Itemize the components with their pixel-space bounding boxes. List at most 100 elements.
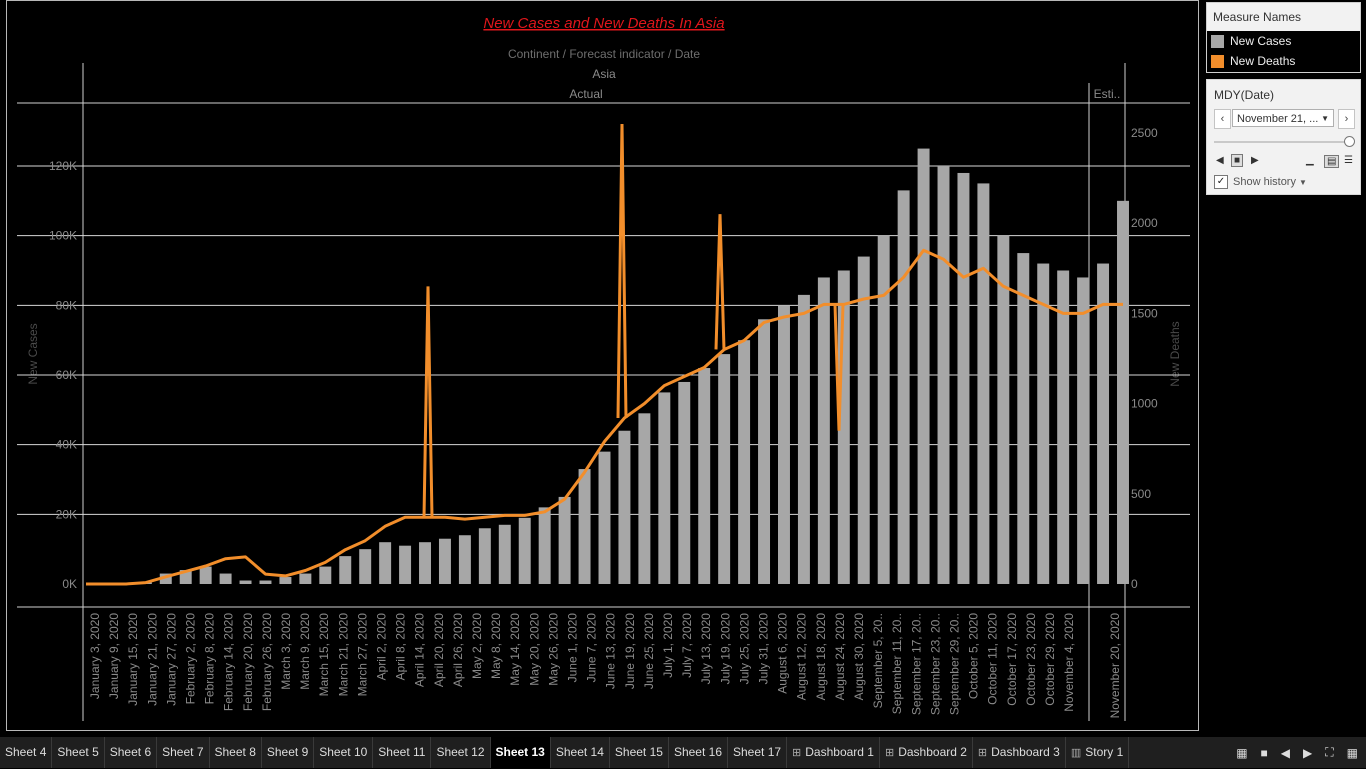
show-tabs-icon[interactable]: ■ xyxy=(1260,745,1268,760)
tab-sheet-15[interactable]: Sheet 15 xyxy=(610,737,669,768)
fullscreen-icon[interactable]: ⛶ xyxy=(1325,745,1334,759)
step-back-icon[interactable]: ◀ xyxy=(1216,155,1224,166)
new-cases-bar xyxy=(678,381,691,584)
tab-sheet-9[interactable]: Sheet 9 xyxy=(262,737,315,768)
new-cases-bar xyxy=(618,430,631,584)
scroll-right-icon[interactable]: ▶ xyxy=(1303,745,1313,760)
new-cases-bar xyxy=(179,570,192,584)
tab-sheet-6[interactable]: Sheet 6 xyxy=(105,737,158,768)
play-icon[interactable]: ▶ xyxy=(1251,155,1259,166)
dashboard-icon: ⊞ xyxy=(977,747,988,759)
new-deaths-spike xyxy=(833,304,845,431)
x-axis-tick-label: July 13, 2020 xyxy=(699,613,713,685)
tab-sheet-12[interactable]: Sheet 12 xyxy=(431,737,491,768)
new-cases-bar xyxy=(239,580,252,584)
new-cases-bar xyxy=(319,566,332,584)
right-axis-title[interactable]: New Deaths xyxy=(1168,321,1182,386)
date-slider-knob[interactable] xyxy=(1344,136,1355,147)
new-cases-bar xyxy=(857,256,870,584)
right-axis-tick: 2500 xyxy=(1131,126,1158,140)
right-axis-ticks: 0 500 1000 1500 2000 2500 xyxy=(1131,126,1158,591)
checkbox-checked-icon[interactable]: ✓ xyxy=(1214,175,1228,189)
fast-speed-icon[interactable]: ☰ xyxy=(1344,155,1353,166)
legend-item-new-deaths[interactable]: New Deaths xyxy=(1207,51,1360,71)
sheet-tab-bar: Sheet 4 Sheet 5 Sheet 6 Sheet 7 Sheet 8 Sheet… xyxy=(0,737,1366,768)
previous-date-button[interactable]: ‹ xyxy=(1214,109,1231,129)
tab-dashboard-1[interactable]: ⊞ Dashboard 1 xyxy=(787,737,880,768)
x-axis-tick-label: February 14, 2020 xyxy=(222,613,236,711)
tab-sheet-13[interactable]: Sheet 13 xyxy=(490,737,551,768)
pane-estimate-header[interactable]: Esti.. xyxy=(1094,87,1121,101)
tab-sheet-5[interactable]: Sheet 5 xyxy=(52,737,105,768)
medium-speed-icon[interactable]: ▤ xyxy=(1324,155,1340,168)
tab-label: Sheet 13 xyxy=(495,745,545,759)
tab-bar-tools: ▦ ■ ◀ ▶ ⛶ ▦ xyxy=(1236,737,1358,768)
left-axis-title[interactable]: New Cases xyxy=(26,323,40,384)
new-cases-bar xyxy=(339,556,352,584)
slow-speed-icon[interactable]: ▁ xyxy=(1306,155,1314,166)
new-cases-bar xyxy=(598,451,611,584)
right-axis-tick: 0 xyxy=(1131,577,1138,591)
new-cases-bar xyxy=(1057,270,1070,584)
new-cases-bar xyxy=(299,573,312,584)
pane-actual-header[interactable]: Actual xyxy=(569,87,602,101)
tab-sheet-10[interactable]: Sheet 10 xyxy=(314,737,374,768)
tab-label: Sheet 10 xyxy=(319,745,368,759)
stop-icon[interactable]: ■ xyxy=(1231,154,1244,167)
tab-story-1[interactable]: ▥ Story 1 xyxy=(1066,737,1130,768)
new-deaths-spike xyxy=(616,123,628,419)
filter-title: MDY(Date) xyxy=(1214,88,1275,102)
next-date-button[interactable]: › xyxy=(1338,109,1355,129)
right-axis-tick: 1000 xyxy=(1131,397,1158,411)
grid-view-icon[interactable]: ▦ xyxy=(1346,745,1358,760)
new-deaths-line-layer[interactable] xyxy=(86,123,1123,586)
x-axis-tick-label: September 23, 20.. xyxy=(928,613,942,715)
x-axis-tick-label: May 2, 2020 xyxy=(470,613,484,679)
left-axis-tick: 20K xyxy=(56,507,77,521)
tab-label: Sheet 9 xyxy=(266,745,309,759)
caret-down-icon[interactable]: ▼ xyxy=(1298,177,1307,187)
tab-sheet-8[interactable]: Sheet 8 xyxy=(210,737,262,768)
chart-title[interactable]: New Cases and New Deaths In Asia xyxy=(483,15,724,32)
tab-dashboard-3[interactable]: ⊞ Dashboard 3 xyxy=(973,737,1066,768)
scroll-left-icon[interactable]: ◀ xyxy=(1280,745,1291,760)
new-cases-bars[interactable] xyxy=(139,148,1129,585)
new-cases-bar xyxy=(698,368,711,584)
show-history-toggle[interactable]: ✓ Show history ▼ xyxy=(1214,175,1307,189)
x-axis-tick-label: August 12, 2020 xyxy=(795,613,809,701)
tab-sheet-16[interactable]: Sheet 16 xyxy=(669,737,728,768)
new-deaths-line xyxy=(86,248,1123,586)
x-axis-tick-label: May 26, 2020 xyxy=(546,613,560,686)
tab-dashboard-2[interactable]: ⊞ Dashboard 2 xyxy=(880,737,973,768)
tab-label: Sheet 15 xyxy=(614,745,663,759)
new-cases-bar xyxy=(817,277,830,584)
x-axis-tick-label: January 21, 2020 xyxy=(145,613,159,706)
x-axis-tick-label: May 8, 2020 xyxy=(489,613,503,679)
x-axis-tick-label: June 7, 2020 xyxy=(585,613,599,683)
new-cases-bar xyxy=(399,545,412,584)
dashboard-icon: ⊞ xyxy=(884,747,895,759)
new-cases-bar xyxy=(478,528,491,584)
legend-item-label: New Cases xyxy=(1230,34,1292,48)
continent-header[interactable]: Asia xyxy=(592,67,616,81)
tab-sheet-7[interactable]: Sheet 7 xyxy=(157,737,210,768)
legend-item-new-cases[interactable]: New Cases xyxy=(1207,31,1360,51)
new-cases-bar xyxy=(1117,200,1129,585)
caret-down-icon: ▼ xyxy=(1321,114,1329,123)
new-cases-bar xyxy=(578,469,591,584)
tab-sheet-14[interactable]: Sheet 14 xyxy=(551,737,610,768)
x-axis-tick-label: November 4, 2020 xyxy=(1062,613,1076,712)
tab-sheet-11[interactable]: Sheet 11 xyxy=(373,737,432,768)
new-cases-bar xyxy=(1037,263,1050,584)
tab-label: Sheet 6 xyxy=(109,745,152,759)
tab-sheet-4[interactable]: Sheet 4 xyxy=(0,737,53,768)
tab-sheet-17[interactable]: Sheet 17 xyxy=(728,737,788,768)
new-deaths-spike xyxy=(714,214,726,350)
x-axis-tick-label: January 9, 2020 xyxy=(107,613,121,699)
date-slider-track[interactable] xyxy=(1214,141,1349,143)
show-filmstrip-icon[interactable]: ▦ xyxy=(1236,745,1248,760)
new-cases-bar xyxy=(458,535,471,584)
new-cases-bar xyxy=(937,166,950,584)
date-select[interactable]: November 21, ... ▼ xyxy=(1232,109,1334,127)
x-axis-tick-label: May 14, 2020 xyxy=(508,613,522,686)
